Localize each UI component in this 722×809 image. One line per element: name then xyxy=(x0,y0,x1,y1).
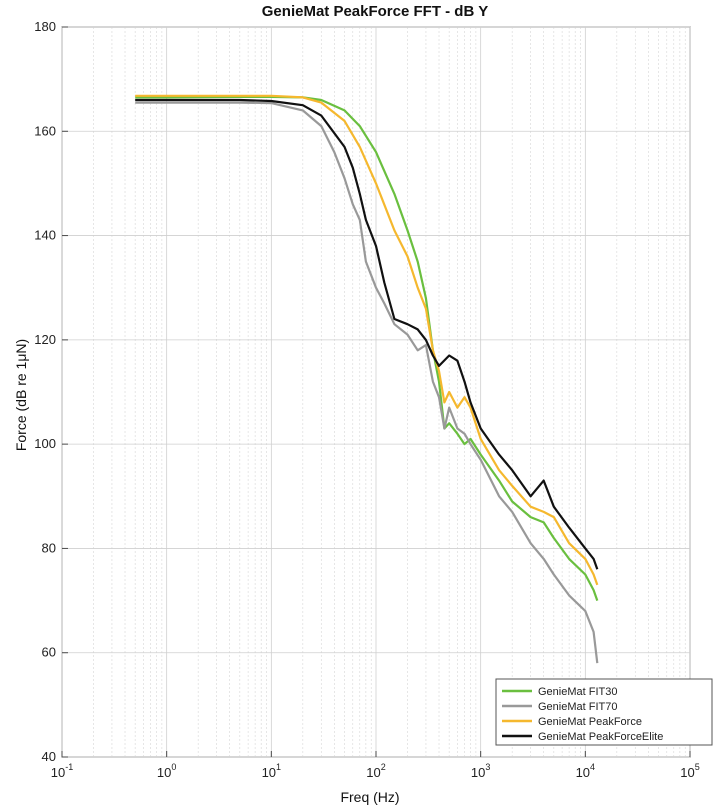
y-tick-label: 40 xyxy=(42,749,56,764)
minor-grid xyxy=(93,27,686,757)
legend-label-2: GenieMat FIT70 xyxy=(538,701,617,713)
y-tick-label: 80 xyxy=(42,540,56,555)
major-grid xyxy=(61,26,691,758)
y-tick-label: 60 xyxy=(42,645,56,660)
legend-label-3: GenieMat PeakForce xyxy=(538,716,642,728)
series-line-2 xyxy=(135,101,599,664)
legend: GenieMat FIT30 GenieMat FIT70 GenieMat Pea… xyxy=(495,678,713,746)
series-layer xyxy=(135,94,599,664)
x-axis-ticks: 10-1 100 101 102 103 104 105 xyxy=(51,751,700,780)
chart-title: GenieMat PeakForce FFT - dB Y xyxy=(262,3,488,20)
x-tick-label: 103 xyxy=(471,762,490,780)
x-tick-label: 100 xyxy=(157,762,176,780)
x-tick-label: 104 xyxy=(576,762,595,780)
y-tick-label: 180 xyxy=(34,19,56,34)
y-tick-label: 120 xyxy=(34,332,56,347)
legend-label-1: GenieMat FIT30 xyxy=(538,686,617,698)
x-axis-label: Freq (Hz) xyxy=(340,789,399,805)
y-axis-ticks: 40 60 80 100 120 140 160 180 xyxy=(34,19,68,764)
y-tick-label: 140 xyxy=(34,228,56,243)
legend-label-4: GenieMat PeakForceElite xyxy=(538,731,663,743)
series-line-4 xyxy=(135,98,599,570)
x-tick-label: 10-1 xyxy=(51,762,73,780)
legend-items: GenieMat FIT30 GenieMat FIT70 GenieMat Pea… xyxy=(502,686,663,743)
series-line-1 xyxy=(135,95,599,601)
y-tick-label: 160 xyxy=(34,123,56,138)
series-line-3 xyxy=(135,94,599,586)
y-tick-label: 100 xyxy=(34,436,56,451)
x-tick-label: 105 xyxy=(680,762,699,780)
y-axis-label: Force (dB re 1μN) xyxy=(13,339,29,451)
x-tick-label: 102 xyxy=(366,762,385,780)
x-tick-label: 101 xyxy=(262,762,281,780)
